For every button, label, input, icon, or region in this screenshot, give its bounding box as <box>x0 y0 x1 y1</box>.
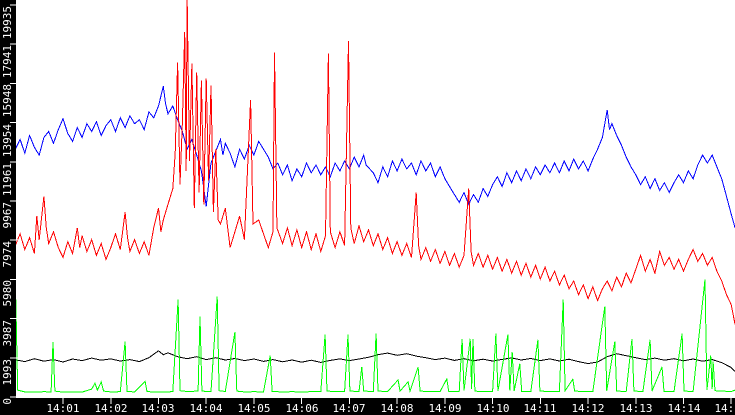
x-axis-label-14:11: 14:11 <box>523 402 557 415</box>
green-series-line <box>16 279 735 394</box>
y-axis-label-11961: 11961 <box>1 163 14 197</box>
blue-series-line <box>16 86 735 229</box>
y-axis-label-19935: 19935 <box>1 6 14 40</box>
black-series-line <box>16 350 735 372</box>
y-axis-label-13954: 13954 <box>1 124 14 158</box>
y-axis-label-5980: 5980 <box>1 280 14 307</box>
y-axis-label-15948: 15948 <box>1 84 14 118</box>
y-axis-label-3987: 3987 <box>1 320 14 347</box>
x-axis-label-14:08: 14:08 <box>380 402 414 415</box>
y-axis-label-9967: 9967 <box>1 202 14 229</box>
plot-background <box>16 0 735 398</box>
x-axis-label-14:14: 14:14 <box>667 402 701 415</box>
y-axis-label-17941: 17941 <box>1 45 14 79</box>
x-axis-label-14:15: 14:15 <box>714 402 735 415</box>
x-axis-label-14:12: 14:12 <box>571 402 605 415</box>
x-axis-label-14:01: 14:01 <box>46 402 80 415</box>
y-axis-label-7974: 7974 <box>1 241 14 268</box>
x-axis-label-14:13: 14:13 <box>619 402 653 415</box>
red-series-line <box>16 0 735 325</box>
x-axis-label-14:02: 14:02 <box>94 402 128 415</box>
x-axis-label-14:06: 14:06 <box>285 402 319 415</box>
x-axis-label-14:03: 14:03 <box>141 402 175 415</box>
x-axis-label-14:10: 14:10 <box>476 402 510 415</box>
y-axis-label-0: 0 <box>1 398 14 405</box>
y-axis-label-1993: 1993 <box>1 359 14 386</box>
x-axis-label-14:05: 14:05 <box>237 402 271 415</box>
x-axis-label-14:04: 14:04 <box>189 402 223 415</box>
x-axis-label-14:09: 14:09 <box>428 402 462 415</box>
x-axis-label-14:07: 14:07 <box>332 402 366 415</box>
